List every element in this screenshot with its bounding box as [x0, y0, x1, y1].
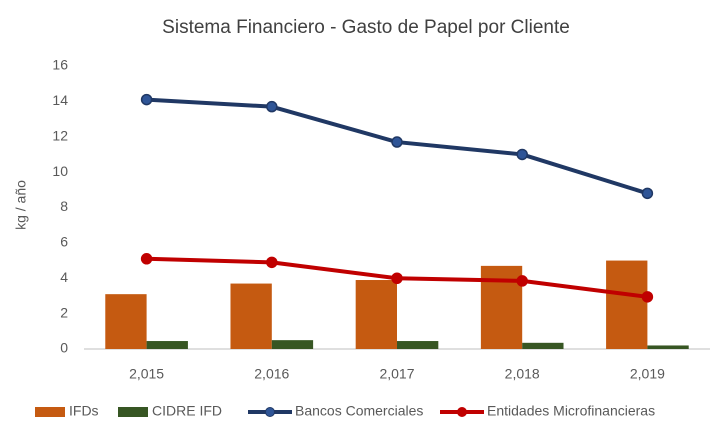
x-tick-label: 2,018: [505, 366, 540, 382]
bar: [647, 345, 689, 349]
marker: [516, 275, 528, 287]
marker: [641, 291, 654, 303]
y-tick-label: 10: [52, 163, 68, 179]
marker: [391, 272, 403, 284]
legend-label: IFDs: [69, 403, 99, 419]
bar: [105, 294, 147, 349]
legend-label: Entidades Microfinancieras: [487, 403, 655, 419]
marker: [516, 148, 528, 161]
y-tick-label: 16: [52, 57, 68, 73]
y-tick-label: 4: [60, 269, 68, 285]
y-tick-label: 2: [60, 304, 68, 320]
marker: [266, 256, 278, 269]
bar: [522, 342, 564, 349]
x-tick-label: 2,015: [129, 366, 164, 382]
chart-title: Sistema Financiero - Gasto de Papel por …: [162, 17, 570, 38]
bar: [397, 341, 439, 349]
legend-label: Bancos Comerciales: [295, 403, 423, 419]
y-tick-label: 0: [60, 340, 68, 356]
marker: [140, 253, 153, 265]
legend-label: CIDRE IFD: [152, 403, 222, 419]
legend-swatch: [35, 407, 65, 417]
bar: [230, 283, 272, 349]
y-tick-label: 14: [52, 92, 68, 108]
x-tick-label: 2,016: [254, 366, 289, 382]
marker: [266, 100, 278, 113]
marker: [391, 136, 403, 148]
legend-marker: [457, 407, 467, 417]
y-axis-label: kg / año: [13, 180, 29, 230]
marker: [140, 93, 153, 106]
bar: [606, 260, 648, 349]
legend-swatch: [118, 407, 148, 417]
y-tick-label: 12: [52, 127, 68, 143]
marker: [641, 187, 654, 200]
y-tick-label: 6: [60, 234, 68, 250]
y-tick-label: 8: [60, 198, 68, 214]
x-tick-label: 2,019: [630, 366, 665, 382]
x-tick-label: 2,017: [379, 366, 414, 382]
bar: [146, 341, 188, 349]
bar: [355, 280, 397, 349]
bar: [271, 340, 314, 349]
legend-marker: [265, 407, 275, 417]
